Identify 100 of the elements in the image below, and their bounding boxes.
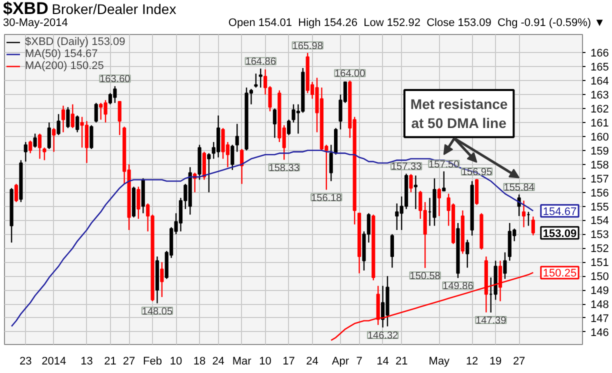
candlestick — [66, 106, 70, 129]
text: 165.98 — [292, 40, 323, 52]
candlestick — [52, 127, 56, 152]
x-tick-label: 24 — [306, 356, 318, 368]
y-tick-label: 163 — [590, 90, 609, 102]
y-tick-label: 147 — [590, 312, 609, 325]
x-tick-label: Mar — [232, 356, 252, 368]
x-tick-label: 17 — [282, 356, 295, 368]
x-tick-label: Feb — [143, 356, 162, 368]
x-tick-label: 14 — [376, 356, 389, 368]
y-tick-label: 155 — [590, 201, 609, 214]
text: 164.00 — [334, 68, 366, 80]
chart-subtitle: Broker/Dealer Index — [52, 1, 176, 17]
text: 148.05 — [142, 306, 173, 318]
candlestick — [522, 200, 526, 228]
x-tick-label: 12 — [466, 356, 478, 368]
x-tick-label: 27 — [512, 356, 526, 368]
y-tick-label: 158 — [590, 159, 609, 172]
text: 153.09 — [542, 228, 577, 240]
x-tick-label: 2014 — [42, 356, 66, 368]
y-tick-label: 148 — [590, 299, 609, 312]
candlestick — [258, 68, 262, 88]
x-tick-label: 13 — [80, 356, 93, 368]
x-tick-label: 27 — [122, 356, 136, 368]
y-tick-label: 154 — [590, 215, 609, 228]
x-tick-label: 21 — [104, 356, 116, 368]
x-tick-label: 23 — [20, 356, 32, 368]
candlestick — [414, 174, 418, 210]
data-label: 154.67 — [542, 206, 577, 218]
candlestick — [28, 140, 32, 154]
candlestick — [474, 178, 479, 206]
x-tick-label: 21 — [395, 356, 408, 368]
candlestick — [33, 133, 37, 148]
y-tick-label: 156 — [590, 187, 609, 200]
text: 30-May-2014 — [3, 17, 68, 29]
y-tick-label: 149 — [590, 285, 609, 298]
text: 158.33 — [268, 162, 300, 174]
candlestick — [503, 252, 507, 280]
text: 164.86 — [245, 56, 276, 68]
candlestick — [272, 108, 276, 138]
y-tick-label: 160 — [590, 131, 609, 144]
candlestick — [437, 188, 441, 217]
candlestick — [56, 113, 60, 136]
text: 163.60 — [100, 74, 130, 86]
legend-label: MA(50) 154.67 — [25, 48, 98, 60]
candlestick — [287, 119, 291, 136]
text: 156.95 — [461, 167, 492, 178]
candlestick — [108, 92, 112, 105]
y-tick-label: 153 — [590, 229, 609, 242]
candlestick — [442, 170, 446, 192]
candlestick — [409, 174, 413, 193]
y-tick-label: 166 — [590, 48, 609, 60]
candlestick — [61, 105, 66, 133]
candlestick — [531, 216, 535, 236]
text: Open 154.01 High 154.26 Low 152.92 Close 153.09 Chg -0.91 (-0.59%) ▼ — [228, 17, 605, 29]
y-tick-label: 164 — [590, 76, 609, 88]
y-tick-label: 146 — [590, 326, 609, 339]
x-tick-label: May — [428, 356, 450, 368]
candlestick — [390, 234, 394, 268]
text: 150.58 — [410, 270, 440, 282]
candlestick — [329, 144, 333, 182]
y-tick-label: 150 — [590, 271, 609, 284]
candlestick — [334, 127, 338, 156]
candlestick — [76, 114, 80, 133]
y-tick-label: 152 — [590, 243, 609, 256]
annotation: Met resistance at 50 DMA line — [410, 96, 508, 132]
y-tick-label: 157 — [590, 173, 609, 186]
candlestick — [94, 102, 98, 124]
candlestick — [240, 148, 244, 185]
candlestick — [136, 186, 140, 220]
candlestick — [202, 151, 206, 180]
candlestick — [24, 141, 28, 162]
candlestick — [70, 104, 74, 129]
text: 149.86 — [442, 281, 474, 292]
text: 147.39 — [476, 316, 506, 327]
candlestick — [207, 152, 211, 193]
x-tick-label: 24 — [212, 356, 224, 368]
y-tick-label: 151 — [590, 257, 609, 270]
text: 155.84 — [504, 182, 534, 194]
y-tick-label: 161 — [590, 117, 609, 130]
candlestick — [47, 122, 51, 150]
x-tick-label: 7 — [356, 356, 362, 368]
candlestick — [38, 133, 42, 160]
candlestick — [230, 144, 234, 171]
x-tick-label: 19 — [489, 356, 502, 368]
legend-label: $XBD (Daily) 153.09 — [25, 36, 126, 48]
candlestick — [14, 183, 18, 203]
candlestick — [118, 100, 122, 136]
candlestick — [42, 147, 46, 161]
data-label: 150.25 — [542, 268, 577, 280]
candlestick — [160, 262, 164, 298]
candlestick — [235, 123, 239, 152]
x-tick-label: Apr — [332, 356, 350, 368]
legend-label: MA(200) 150.25 — [25, 60, 104, 72]
y-tick-label: 159 — [590, 145, 609, 158]
text: 157.33 — [390, 162, 422, 173]
y-tick-label: 165 — [590, 62, 609, 74]
text: 156.18 — [311, 192, 342, 204]
candlestick — [466, 239, 470, 268]
x-tick-label: 10 — [170, 356, 182, 368]
